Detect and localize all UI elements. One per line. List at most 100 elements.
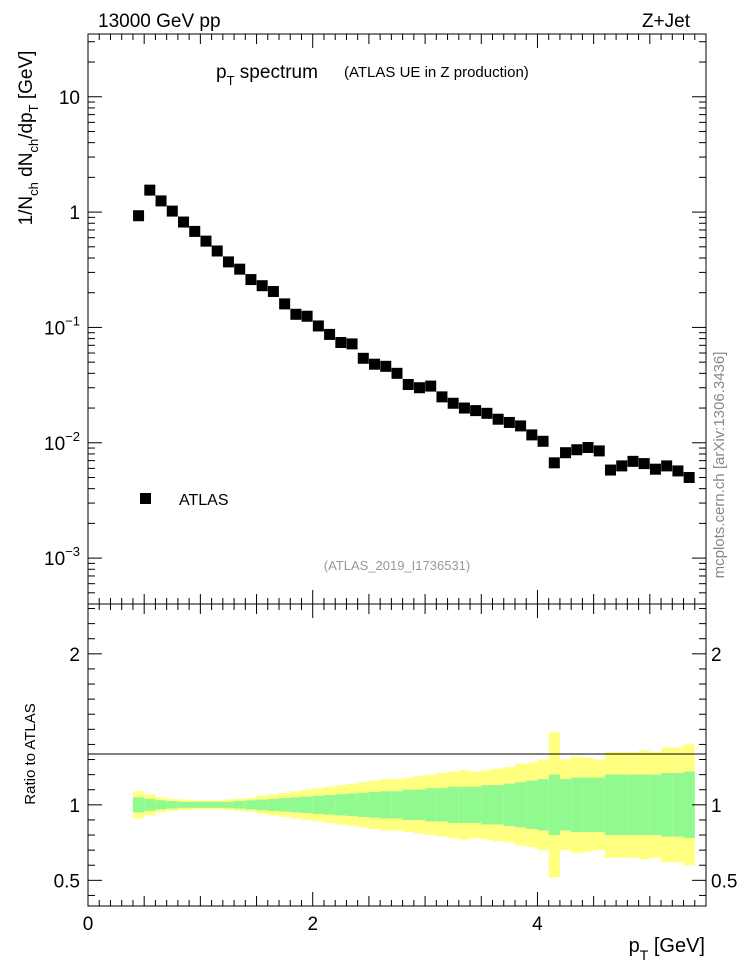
stat-uncertainty-band xyxy=(189,801,201,808)
stat-uncertainty-band xyxy=(245,800,257,810)
data-point xyxy=(346,338,358,350)
stat-uncertainty-band xyxy=(638,774,650,836)
stat-uncertainty-band xyxy=(593,777,605,833)
stat-uncertainty-band xyxy=(402,789,414,820)
stat-uncertainty-band xyxy=(616,774,628,836)
analysis-reference: (ATLAS_2019_I1736531) xyxy=(324,558,470,573)
stat-uncertainty-band xyxy=(683,771,695,839)
title-p: p xyxy=(216,62,227,83)
stat-uncertainty-band xyxy=(166,801,178,809)
stat-uncertainty-band xyxy=(380,791,392,819)
data-point xyxy=(515,420,527,432)
data-point xyxy=(492,413,504,425)
ratio-ytick-label: 1 xyxy=(69,796,80,817)
stat-uncertainty-band xyxy=(234,801,246,809)
data-point xyxy=(470,405,482,417)
stat-uncertainty-band xyxy=(481,785,493,825)
main-ytick-label: 10−3 xyxy=(44,544,80,570)
ratio-ticks xyxy=(87,604,707,906)
data-point xyxy=(571,444,583,456)
data-point xyxy=(234,263,246,275)
stat-uncertainty-band xyxy=(413,789,426,820)
stat-uncertainty-band xyxy=(335,794,347,816)
stat-uncertainty-band xyxy=(290,797,302,813)
data-point xyxy=(189,225,201,237)
stat-uncertainty-band xyxy=(144,798,156,811)
data-point xyxy=(144,184,156,196)
uncertainty-bands xyxy=(132,732,695,878)
data-point xyxy=(458,402,470,414)
data-point xyxy=(279,298,291,310)
data-point xyxy=(380,360,392,372)
data-point xyxy=(683,471,695,483)
main-ytick-label: 10−2 xyxy=(44,429,80,455)
stat-uncertainty-band xyxy=(200,801,212,808)
process-label: Z+Jet xyxy=(642,11,691,32)
stat-uncertainty-band xyxy=(279,798,291,812)
data-point xyxy=(155,195,167,207)
data-point xyxy=(335,337,347,349)
ratio-ytick-label-right: 1 xyxy=(711,796,722,817)
main-ytick-label: 10−1 xyxy=(44,313,80,339)
title-T: T xyxy=(227,73,235,88)
ratio-ylabel: Ratio to ATLAS xyxy=(22,703,39,804)
ratio-ytick-label-right: 2 xyxy=(711,645,722,666)
data-point xyxy=(649,463,661,475)
data-point xyxy=(526,429,538,441)
data-point xyxy=(222,256,234,268)
ratio-frame xyxy=(87,603,707,907)
data-point xyxy=(357,352,369,364)
main-panel: 10 1 10−1 10−2 10−3 pT spectrum (ATLAS UE in… xyxy=(16,33,707,605)
energy-label: 13000 GeV pp xyxy=(98,11,221,32)
xtick-labels: 0 2 4 xyxy=(83,914,543,935)
stat-uncertainty-band xyxy=(301,796,313,814)
data-point xyxy=(548,457,560,469)
data-point xyxy=(672,465,684,477)
data-point xyxy=(413,382,425,394)
data-point xyxy=(638,458,650,470)
main-ylabel: 1/Nch dNch/dpT [GeV] xyxy=(16,51,41,226)
main-frame xyxy=(87,33,707,605)
stat-uncertainty-band xyxy=(649,774,662,836)
main-ytick-label: 10 xyxy=(59,88,80,109)
ratio-ytick-label-right: 0.5 xyxy=(711,871,737,892)
stat-uncertainty-band xyxy=(458,786,471,823)
data-point xyxy=(436,391,448,403)
stat-uncertainty-band xyxy=(256,799,268,811)
data-point xyxy=(481,407,493,419)
mcplots-watermark: mcplots.cern.ch [arXiv:1306.3436] xyxy=(711,352,728,579)
main-ticks xyxy=(87,34,707,605)
ratio-panel: 0.5 1 2 0.5 1 2 0 2 4 Ratio to ATLAS pT [GeV] xyxy=(22,603,737,963)
xtick-label: 0 xyxy=(83,914,94,935)
xtick-label: 2 xyxy=(307,914,318,935)
stat-uncertainty-band xyxy=(627,774,639,836)
stat-uncertainty-band xyxy=(559,779,572,831)
data-point xyxy=(604,464,616,476)
data-point xyxy=(312,320,324,332)
stat-uncertainty-band xyxy=(526,780,538,829)
data-point xyxy=(627,455,639,467)
stat-uncertainty-band xyxy=(155,800,167,810)
ratio-ytick-labels-right: 0.5 1 2 xyxy=(711,645,737,893)
data-point xyxy=(503,416,515,428)
stat-uncertainty-band xyxy=(436,788,448,822)
stat-uncertainty-band xyxy=(222,801,235,808)
data-point xyxy=(324,328,336,340)
stat-uncertainty-band xyxy=(211,801,223,808)
x-axis-label: pT [GeV] xyxy=(629,935,705,963)
ratio-ytick-label: 0.5 xyxy=(54,871,80,892)
stat-uncertainty-band xyxy=(537,779,549,831)
data-point xyxy=(447,397,459,409)
data-point xyxy=(267,285,279,297)
main-ytick-labels: 10 1 10−1 10−2 10−3 xyxy=(44,88,80,570)
ratio-ytick-label: 2 xyxy=(69,645,80,666)
data-point xyxy=(391,367,403,379)
stat-uncertainty-band xyxy=(368,791,381,818)
plot-title: pT spectrum xyxy=(216,62,318,88)
title-rest: spectrum xyxy=(235,62,318,83)
stat-uncertainty-band xyxy=(346,793,358,817)
stat-uncertainty-band xyxy=(514,782,527,828)
stat-uncertainty-band xyxy=(661,773,673,837)
data-point xyxy=(582,441,594,453)
